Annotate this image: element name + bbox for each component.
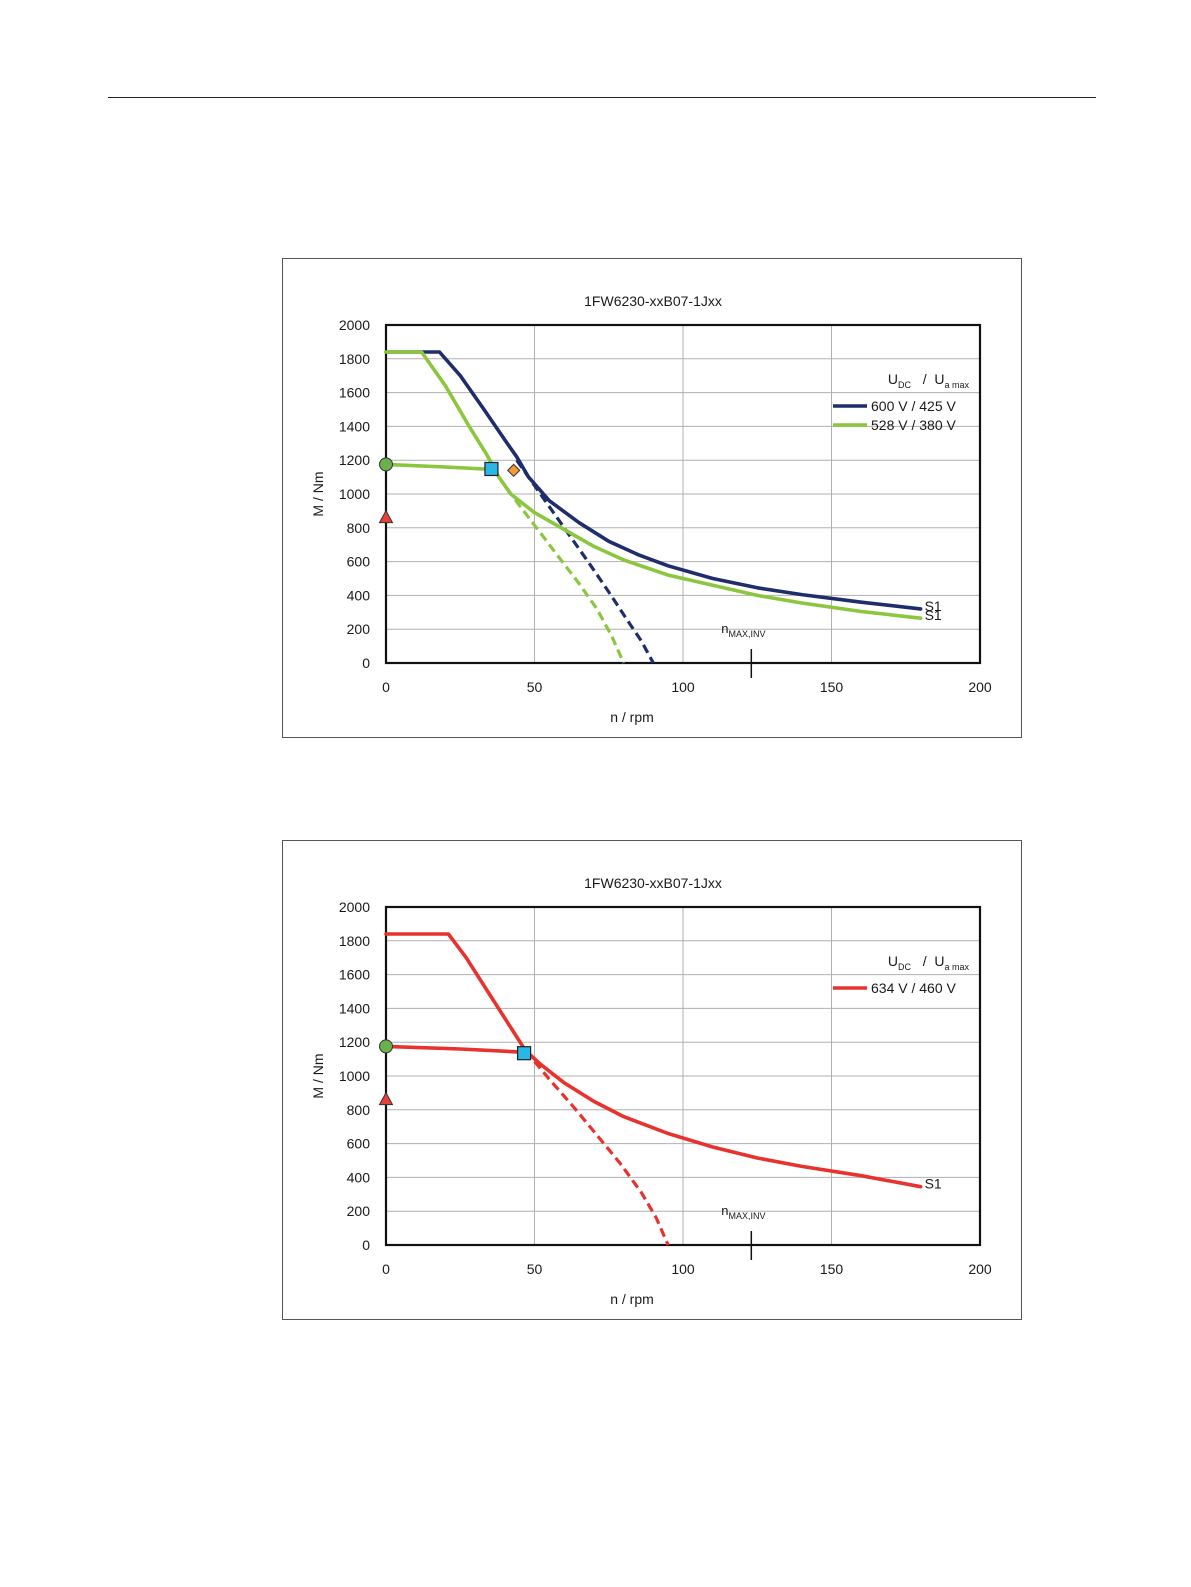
series-end-label: S1 — [925, 1176, 942, 1192]
torque-marker-triangle — [378, 509, 394, 524]
y-axis-label: M / Nm — [310, 1053, 326, 1098]
series-dashed-line — [524, 1049, 670, 1246]
y-tick-label: 1200 — [339, 452, 370, 468]
x-tick-label: 50 — [527, 679, 543, 695]
plot-area-border — [384, 323, 982, 665]
x-tick-label: 150 — [820, 679, 844, 695]
y-tick-label: 400 — [347, 1169, 371, 1185]
torque-speed-chart-2: 1FW6230-xxB07-1Jxx 0 200 400 600 800 1000 1200 1… — [282, 840, 1022, 1320]
x-axis-label: n / rpm — [610, 1291, 654, 1307]
page-header-rule — [108, 97, 1096, 98]
x-tick-label: 50 — [527, 1261, 543, 1277]
x-tick-label: 100 — [671, 679, 695, 695]
legend: UDC / Ua max 600 V / 425 V 528 V / 380 V — [833, 371, 969, 433]
x-axis-label: n / rpm — [610, 709, 654, 725]
series-line — [384, 932, 923, 1189]
torque-marker-triangle — [378, 1091, 394, 1106]
series-end-label: S1 — [925, 607, 942, 623]
chart-title: 1FW6230-xxB07-1Jxx — [584, 293, 722, 309]
y-tick-label: 0 — [362, 1237, 370, 1253]
y-tick-label: 1600 — [339, 385, 370, 401]
series-end-label: S1 — [925, 598, 942, 614]
y-tick-label: 1400 — [339, 1000, 370, 1016]
y-tick-label: 600 — [347, 1136, 371, 1152]
y-tick-label: 400 — [347, 587, 371, 603]
y-tick-label: 1200 — [339, 1034, 370, 1050]
legend-label: 600 V / 425 V — [871, 398, 957, 414]
series-line — [384, 462, 495, 472]
nmax-inv-label: nMAX,INV — [721, 1203, 765, 1221]
y-tick-label: 800 — [347, 520, 371, 536]
y-tick-label: 1400 — [339, 418, 370, 434]
legend-label: 528 V / 380 V — [871, 417, 957, 433]
series-dashed-line — [497, 476, 626, 664]
x-tick-label: 0 — [382, 1261, 390, 1277]
legend-label: 634 V / 460 V — [871, 980, 957, 996]
series-line — [384, 350, 923, 621]
nmax-inv-label: nMAX,INV — [721, 621, 765, 639]
y-tick-label: 1800 — [339, 933, 370, 949]
y-axis-label: M / Nm — [310, 471, 326, 516]
y-tick-label: 1600 — [339, 967, 370, 983]
x-tick-label: 200 — [968, 679, 992, 695]
y-tick-label: 200 — [347, 621, 371, 637]
torque-speed-chart-1: 1FW6230-xxB07-1Jxx 0 200 400 600 800 1000 1200 1… — [282, 258, 1022, 738]
y-tick-label: 0 — [362, 655, 370, 671]
x-tick-label: 150 — [820, 1261, 844, 1277]
legend-title: UDC / Ua max — [888, 953, 970, 972]
series-dashed-line — [515, 459, 655, 664]
torque-marker-circle — [379, 1039, 393, 1054]
chart-1-svg: 1FW6230-xxB07-1Jxx0200400600800100012001… — [310, 293, 992, 725]
legend-title: UDC / Ua max — [888, 371, 970, 390]
y-tick-label: 2000 — [339, 317, 370, 333]
y-tick-label: 600 — [347, 554, 371, 570]
y-tick-label: 800 — [347, 1102, 371, 1118]
plot-area-border — [384, 905, 982, 1247]
x-tick-label: 200 — [968, 1261, 992, 1277]
y-tick-label: 200 — [347, 1203, 371, 1219]
legend: UDC / Ua max 634 V / 460 V — [833, 953, 969, 996]
chart-title: 1FW6230-xxB07-1Jxx — [584, 875, 722, 891]
torque-marker-diamond — [507, 463, 521, 478]
torque-marker-square — [517, 1046, 532, 1061]
y-tick-label: 1800 — [339, 351, 370, 367]
torque-marker-circle — [379, 457, 393, 472]
y-tick-label: 2000 — [339, 899, 370, 915]
torque-marker-square — [484, 461, 499, 477]
y-tick-label: 1000 — [339, 486, 370, 502]
series-line — [384, 350, 923, 611]
series-line — [384, 1044, 528, 1055]
x-tick-label: 0 — [382, 679, 390, 695]
y-tick-label: 1000 — [339, 1068, 370, 1084]
x-tick-label: 100 — [671, 1261, 695, 1277]
chart-2-svg: 1FW6230-xxB07-1Jxx0200400600800100012001… — [310, 875, 992, 1307]
